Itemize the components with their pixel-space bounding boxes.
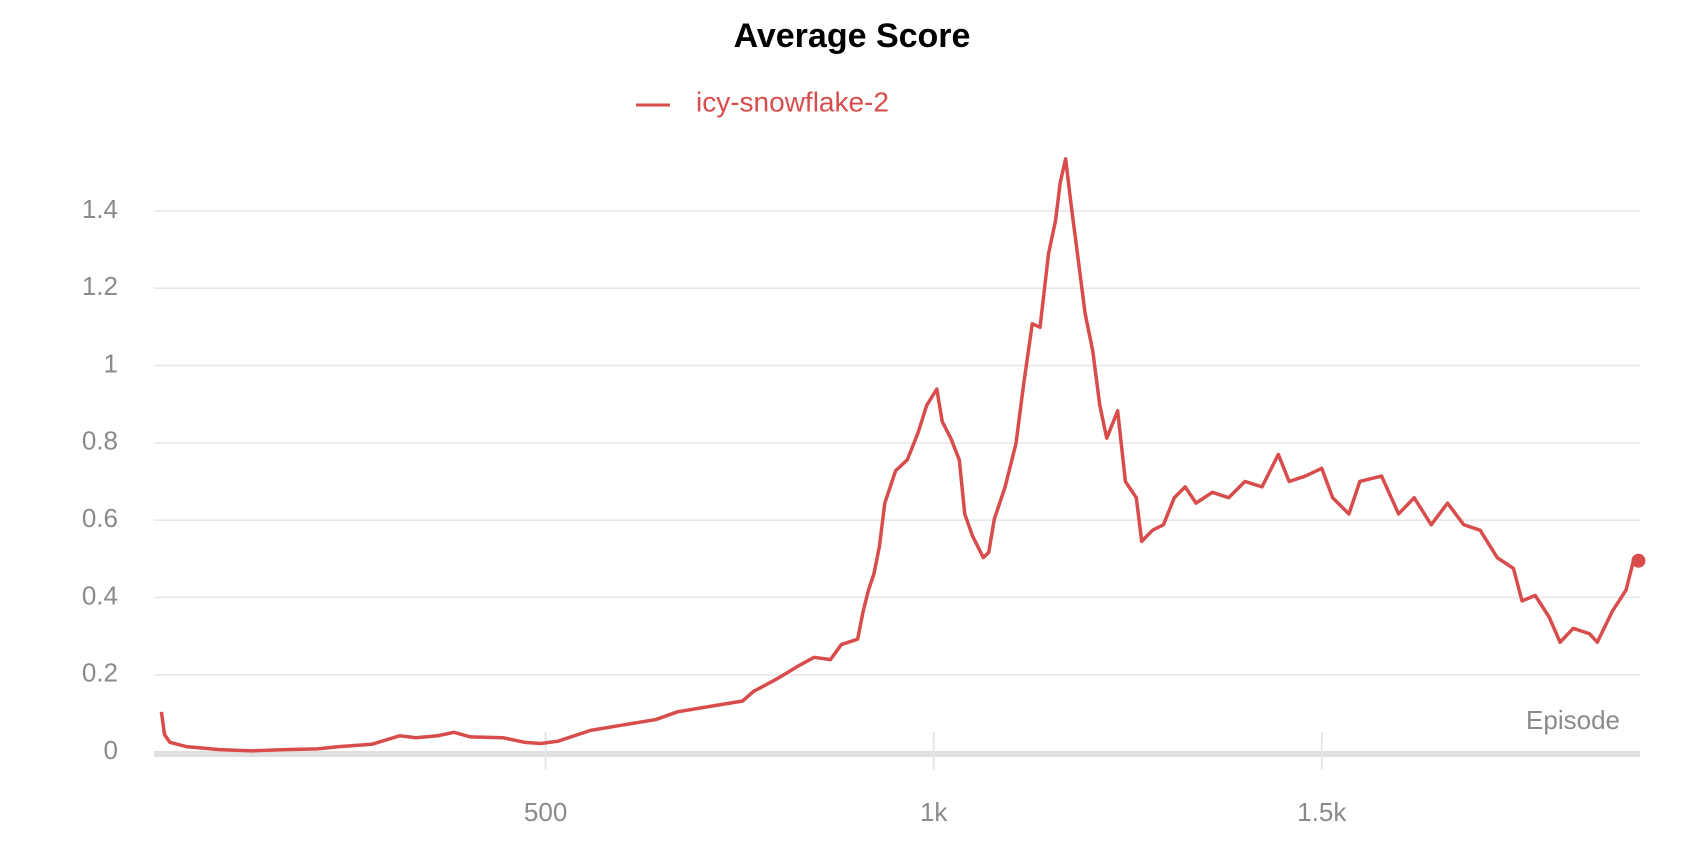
- y-tick-label: 0.4: [82, 580, 118, 610]
- y-tick-label: 1: [104, 348, 118, 378]
- y-tick-label: 0.8: [82, 426, 118, 456]
- y-tick-label: 0.2: [82, 658, 118, 688]
- x-tick-label: 500: [524, 797, 567, 827]
- x-tick-label: 1k: [920, 797, 948, 827]
- y-tick-label: 1.4: [82, 194, 118, 224]
- series-line: [159, 157, 1639, 753]
- x-tick-label: 1.5k: [1297, 797, 1347, 827]
- end-point: [1631, 553, 1646, 568]
- y-tick-label: 0: [104, 735, 118, 765]
- chart-title: Average Score: [734, 17, 971, 55]
- y-tick-label: 0.6: [82, 503, 118, 533]
- x-axis-title: Episode: [1526, 705, 1620, 735]
- legend-label[interactable]: icy-snowflake-2: [696, 86, 889, 117]
- y-tick-label: 1.2: [82, 271, 118, 301]
